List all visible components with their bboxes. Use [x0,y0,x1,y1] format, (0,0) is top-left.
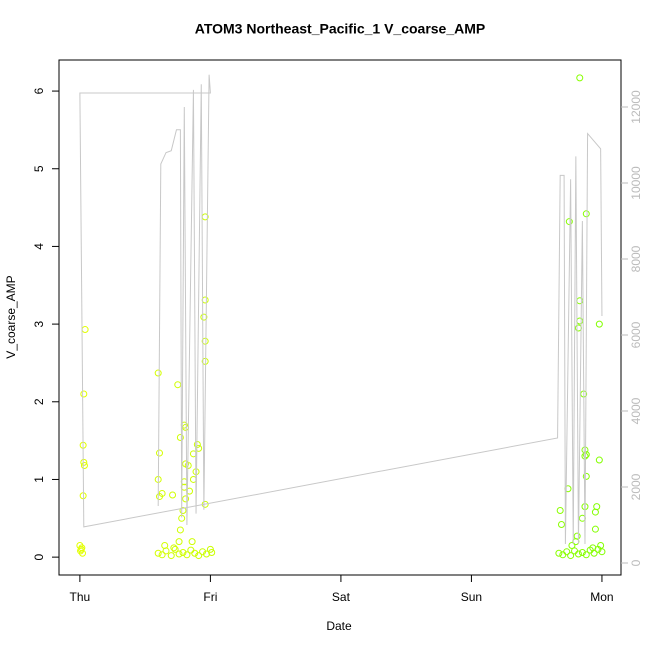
y2-tick-label: 0 [629,559,643,566]
point [578,548,586,556]
point [201,337,209,345]
point [208,548,216,556]
y-tick-label: 3 [32,320,46,327]
y-tick-label: 0 [32,553,46,560]
x-tick-label: Fri [203,590,217,604]
point [191,549,199,557]
point [158,551,166,559]
point [169,491,177,499]
y2-tick-label: 2000 [629,473,643,500]
point [171,545,179,553]
x-tick-label: Thu [70,590,91,604]
point [161,541,169,549]
point [175,550,183,558]
point [78,549,86,557]
point [154,549,162,557]
x-axis-label: Date [326,619,352,633]
y-tick-label: 4 [32,243,46,250]
x-tick-label: Sun [461,590,482,604]
y2-tick-label: 6000 [629,321,643,348]
point [200,313,208,321]
point [591,525,599,533]
point [573,532,581,540]
y-tick-label: 6 [32,87,46,94]
point [154,369,162,377]
point [78,544,86,552]
point [155,449,163,457]
point [582,210,590,218]
point [568,541,576,549]
point [175,538,183,546]
point [195,552,203,560]
point [563,548,571,556]
point [576,74,584,82]
point [176,526,184,534]
y2-tick-label: 8000 [629,245,643,272]
x-tick-label: Sat [332,590,351,604]
y-tick-label: 1 [32,476,46,483]
point [567,552,575,560]
x-tick-label: Mon [590,590,613,604]
point [80,458,88,466]
point [565,218,573,226]
y-tick-label: 2 [32,398,46,405]
point [167,552,175,560]
y2-tick-label: 10000 [629,166,643,200]
y-axis-label: V_coarse_AMP [4,275,18,358]
y2-tick-label: 12000 [629,90,643,124]
chart-title: ATOM3 Northeast_Pacific_1 V_coarse_AMP [195,21,486,37]
point [582,551,590,559]
point [179,548,187,556]
point [574,550,582,558]
point [206,545,214,553]
plot-frame [58,59,622,576]
point [582,472,590,480]
point [555,549,563,557]
y2-tick-label: 4000 [629,397,643,424]
point [581,452,589,460]
point [176,434,184,442]
point [182,495,190,503]
point [170,544,178,552]
point [199,548,207,556]
point [556,507,564,515]
point [183,551,191,559]
point [589,544,597,552]
point [595,456,603,464]
point [76,541,84,549]
point [80,461,88,469]
y-tick-label: 5 [32,165,46,172]
point [597,541,605,549]
point [188,538,196,546]
point [582,451,590,459]
point [593,503,601,511]
point [77,547,85,555]
line [79,74,603,545]
point [557,521,565,529]
point [595,320,603,328]
point [155,493,163,501]
point [179,507,187,515]
point [80,390,88,398]
